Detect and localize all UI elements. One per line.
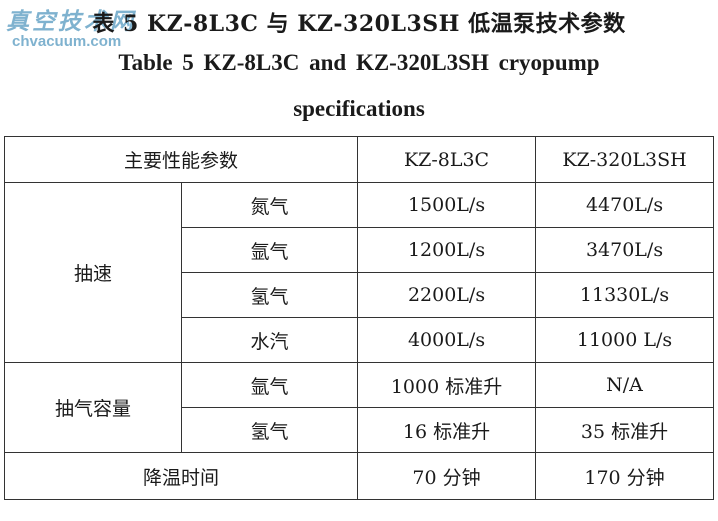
gas-cell: 氮气 — [180, 182, 359, 228]
table-title-english: Table 5 KZ-8L3C and KZ-320L3SH cryopump — [118, 50, 600, 75]
value-cell-b: 35 标准升 — [535, 407, 715, 453]
value-cell-b: 3470L/s — [535, 227, 715, 273]
table-row: 抽气容量 氩气 1000 标准升 N/A — [4, 362, 715, 453]
gas-cell: 氢气 — [180, 407, 359, 453]
table-row: 降温时间 70 分钟 170 分钟 — [3, 452, 715, 500]
site-watermark: 真空技术网 chvacuum.com — [4, 2, 144, 56]
value-cell-a: 1000 标准升 — [357, 362, 537, 408]
table-row: 水汽 4000L/s 11000 L/s — [5, 317, 715, 363]
value-cell-a: 1200L/s — [357, 227, 537, 273]
table-title-chinese: 表 5 KZ-8L3C 与 KZ-320L3SH 低温泵技术参数 — [92, 11, 626, 37]
table-row: 氢气 2200L/s 11330L/s — [5, 272, 715, 318]
value-cell-b: 11000 L/s — [535, 317, 715, 363]
header-param: 主要性能参数 — [3, 136, 359, 183]
header-model-a: KZ-8L3C — [357, 136, 537, 183]
table-row: 抽速 氮气 1500L/s 4470L/s — [4, 182, 715, 363]
value-cell-b: 4470L/s — [535, 182, 715, 228]
header-model-b: KZ-320L3SH — [535, 136, 715, 183]
gas-cell: 氩气 — [180, 227, 359, 273]
value-cell-b: 11330L/s — [535, 272, 715, 318]
watermark-chinese-text: 真空技术网 — [6, 9, 136, 35]
table-title-english-line2: specifications — [293, 96, 425, 121]
table-header-row: 主要性能参数 KZ-8L3C KZ-320L3SH — [3, 136, 715, 183]
value-cell-a: 16 标准升 — [357, 407, 537, 453]
value-cell-a: 2200L/s — [357, 272, 537, 318]
pumping-speed-label: 抽速 — [4, 182, 182, 363]
cooldown-label: 降温时间 — [3, 452, 359, 500]
table-row: 氢气 16 标准升 35 标准升 — [5, 407, 715, 453]
value-cell-a: 1500L/s — [357, 182, 537, 228]
gas-cell: 氢气 — [180, 272, 359, 318]
capacity-label: 抽气容量 — [4, 362, 182, 453]
watermark-url: chvacuum.com — [12, 33, 122, 50]
value-cell-a: 70 分钟 — [357, 452, 537, 500]
gas-cell: 水汽 — [180, 317, 359, 363]
value-cell-b: N/A — [535, 362, 715, 408]
gas-cell: 氩气 — [180, 362, 359, 408]
specifications-table: 主要性能参数 KZ-8L3C KZ-320L3SH 抽速 氮气 1500L/s … — [3, 136, 715, 500]
value-cell-a: 4000L/s — [357, 317, 537, 363]
value-cell-b: 170 分钟 — [535, 452, 715, 500]
